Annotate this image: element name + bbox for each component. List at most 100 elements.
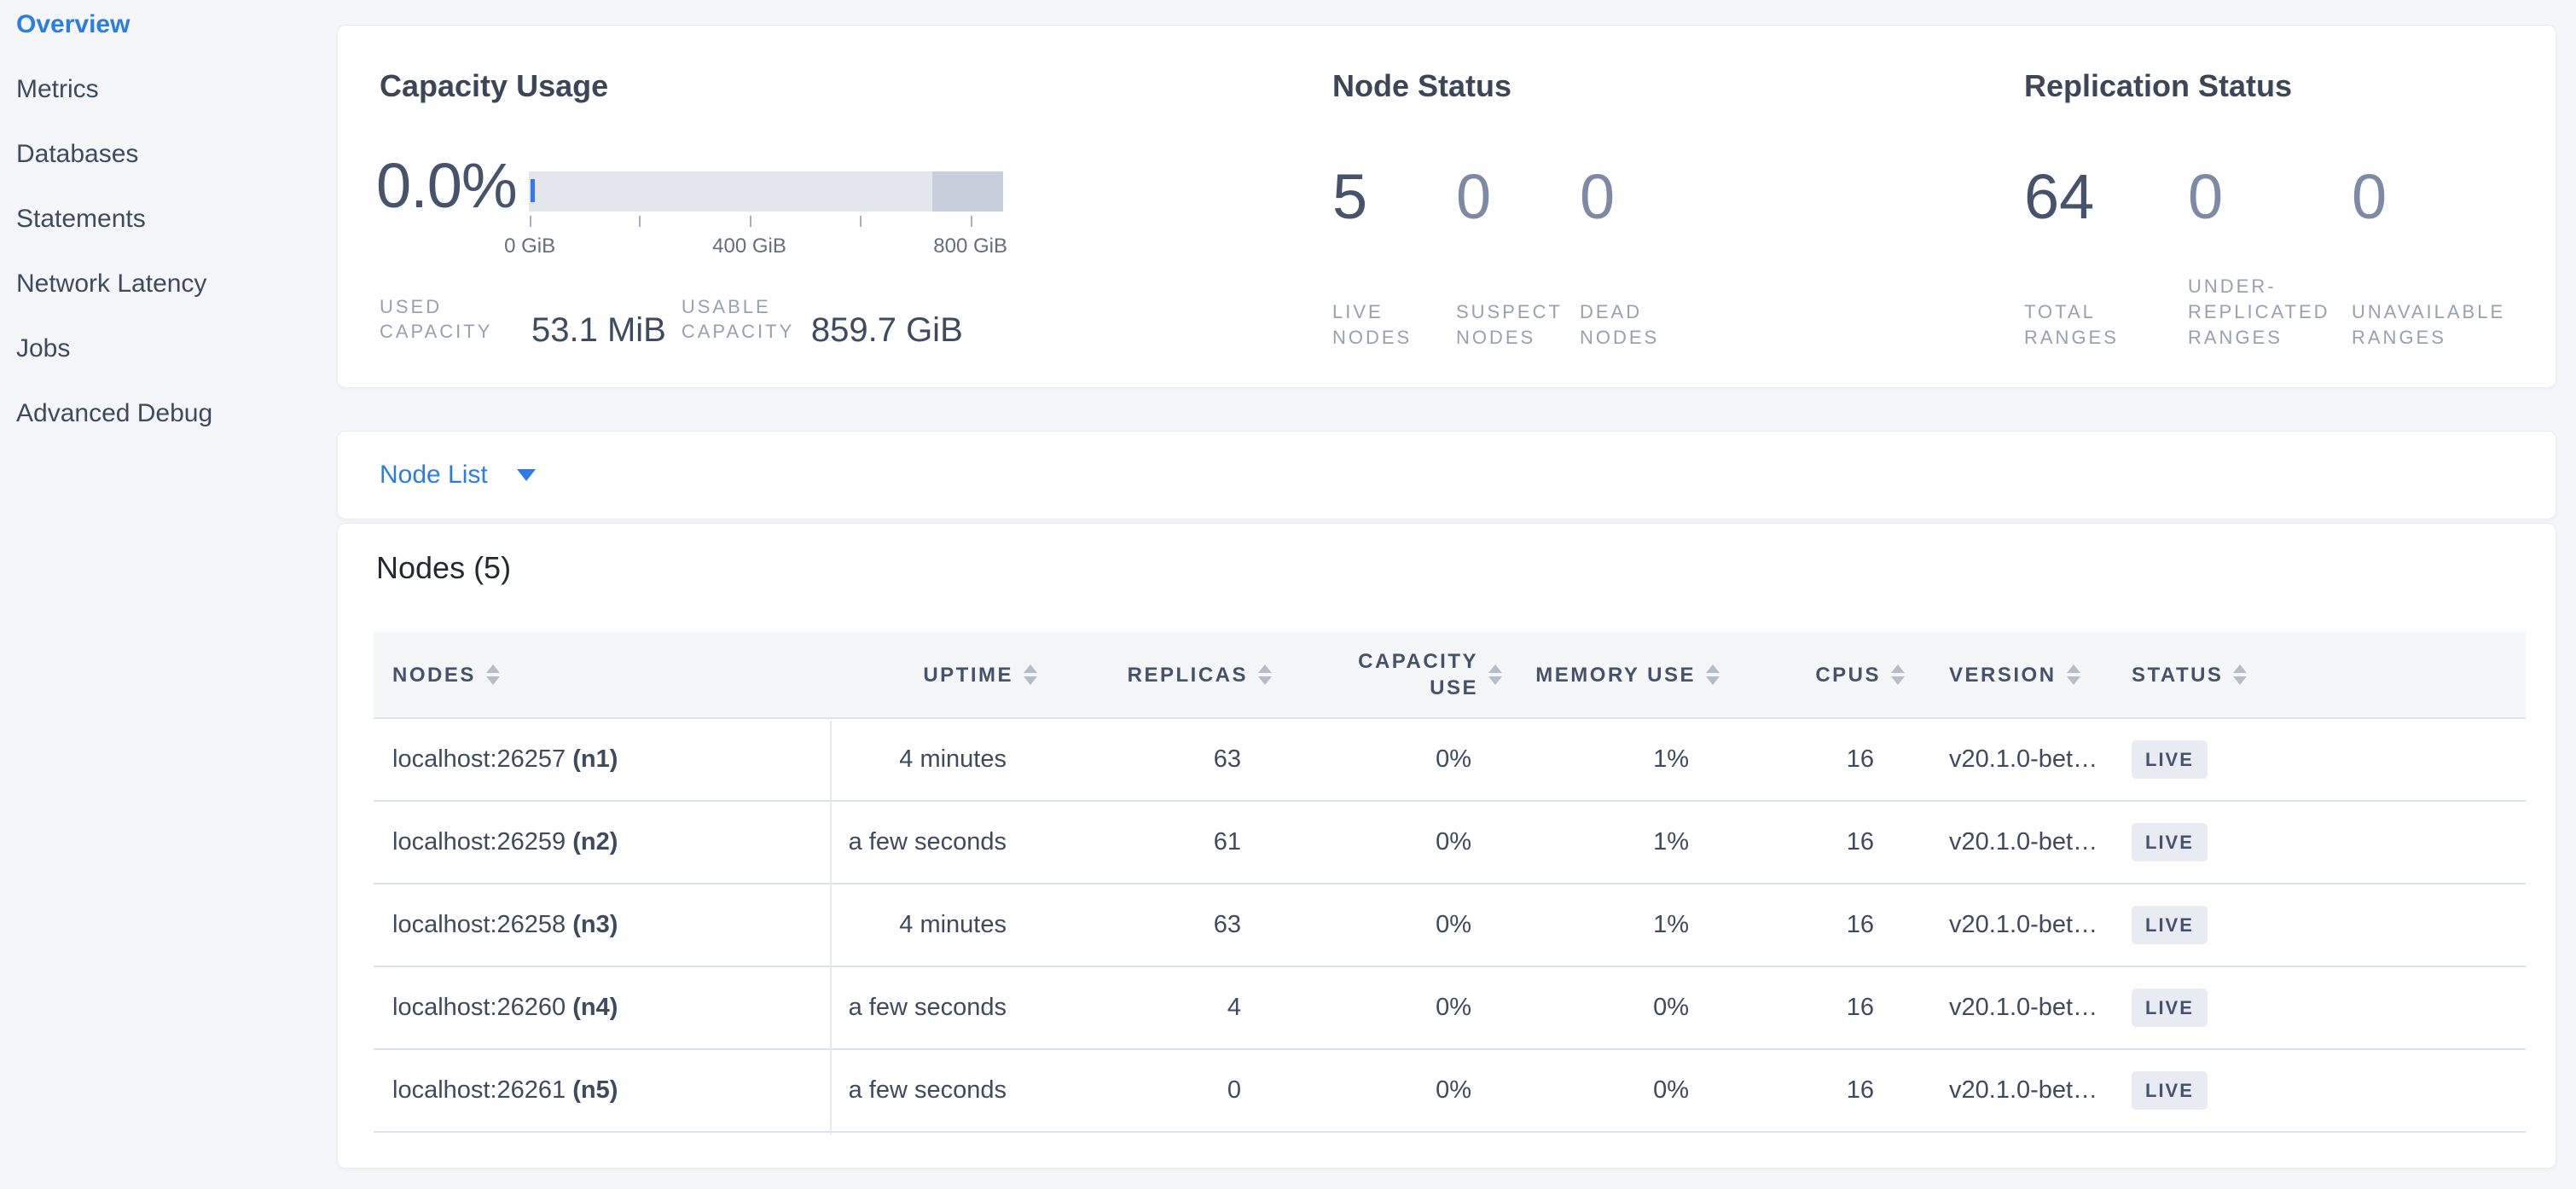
sort-up-arrow-icon — [2066, 664, 2080, 673]
replicas-cell: 0 — [1227, 1076, 1241, 1104]
sort-down-arrow-icon — [485, 676, 500, 685]
sort-down-arrow-icon — [2233, 676, 2248, 685]
column-header-nodes[interactable]: NODES — [374, 632, 830, 717]
cpus-cell: 16 — [1846, 745, 1874, 773]
table-row[interactable]: localhost:26260 (n4) a few seconds 4 0% 0% 16… — [374, 967, 2526, 1050]
version-cell: v20.1.0-bet… — [1949, 745, 2098, 773]
uptime-cell: a few seconds — [848, 828, 1007, 856]
node-address: localhost:26258 — [392, 911, 573, 938]
capacity-use-cell: 0% — [1436, 1076, 1471, 1104]
node-id: (n1) — [572, 745, 618, 773]
sidebar-item-statements[interactable]: Statements — [16, 205, 146, 233]
node-id: (n4) — [572, 994, 618, 1021]
status-cell: LIVE — [2108, 1071, 2526, 1110]
node-status-stat: 0 SUSPECT NODES — [1456, 165, 1580, 351]
capacity-usage-section: Capacity Usage 0.0% 0 GiB 400 GiB 800 GiB … — [376, 67, 1335, 357]
capacity-bar: 0 GiB 400 GiB 800 GiB — [504, 171, 1007, 260]
sidebar-item-jobs[interactable]: Jobs — [16, 334, 71, 362]
sort-up-arrow-icon — [1488, 664, 1502, 673]
status-badge: LIVE — [2132, 740, 2208, 779]
replicas-cell: 61 — [1213, 828, 1241, 856]
capacity-usage-title: Capacity Usage — [380, 68, 609, 103]
sort-icon[interactable] — [1706, 664, 1720, 685]
cpus-cell: 16 — [1846, 994, 1874, 1021]
sidebar-item-databases[interactable]: Databases — [16, 140, 139, 168]
uptime-cell: 4 minutes — [899, 911, 1007, 938]
chevron-down-icon[interactable] — [516, 469, 536, 481]
nodes-table-header: NODES UPTIME REPLICAS CAPACITY USE MEMORY US… — [374, 632, 2526, 719]
replicas-cell: 63 — [1213, 745, 1241, 773]
column-header-uptime[interactable]: UPTIME — [830, 632, 1037, 717]
sidebar-item-metrics[interactable]: Metrics — [16, 75, 99, 103]
uptime-cell: a few seconds — [848, 994, 1007, 1021]
cluster-summary-card: Capacity Usage 0.0% 0 GiB 400 GiB 800 GiB … — [337, 25, 2556, 388]
sort-down-arrow-icon — [1706, 676, 1720, 685]
column-header-version[interactable]: VERSION — [1905, 632, 2108, 717]
capacity-stat: USABLE CAPACITY 859.7 GiB — [682, 294, 963, 349]
sort-icon[interactable] — [1258, 664, 1272, 685]
capacity-use-cell: 0% — [1436, 828, 1471, 856]
node-address-cell: localhost:26259 (n2) — [374, 828, 830, 856]
nodes-table-title: Nodes (5) — [376, 550, 512, 585]
node-address: localhost:26261 — [392, 1076, 573, 1104]
version-cell: v20.1.0-bet… — [1949, 911, 2098, 938]
status-badge: LIVE — [2132, 1071, 2208, 1110]
node-status-section: Node Status 5 LIVE NODES 0 SUSPECT NODES 0 DE… — [1332, 67, 2015, 357]
capacity-use-cell: 0% — [1436, 994, 1471, 1021]
table-row[interactable]: localhost:26257 (n1) 4 minutes 63 0% 1% 16 v20… — [374, 719, 2526, 802]
table-row[interactable]: localhost:26261 (n5) a few seconds 0 0% 0% 16… — [374, 1050, 2526, 1133]
table-row[interactable]: localhost:26259 (n2) a few seconds 61 0% 1% 1… — [374, 802, 2526, 884]
status-cell: LIVE — [2108, 906, 2526, 944]
version-cell: v20.1.0-bet… — [1949, 828, 2098, 856]
status-cell: LIVE — [2108, 823, 2526, 861]
node-status-stat-label: SUSPECT NODES — [1456, 301, 1563, 348]
sidebar-item-advanced-debug[interactable]: Advanced Debug — [16, 399, 213, 427]
status-badge: LIVE — [2132, 906, 2208, 944]
sidebar-item-network-latency[interactable]: Network Latency — [16, 270, 207, 298]
capacity-stat-value: 859.7 GiB — [810, 311, 963, 349]
sort-icon[interactable] — [1024, 664, 1037, 685]
sort-up-arrow-icon — [485, 664, 500, 673]
column-header-cpus[interactable]: CPUS — [1720, 632, 1905, 717]
column-header-label: MEMORY USE — [1535, 663, 1696, 687]
capacity-axis-tick — [530, 216, 532, 227]
capacity-stat-value: 53.1 MiB — [531, 311, 666, 349]
replication-stat-value: 0 — [2188, 161, 2224, 232]
nodes-table-card: Nodes (5) NODES UPTIME REPLICAS CAPACITY US… — [337, 523, 2556, 1169]
nodes-table-body: localhost:26257 (n1) 4 minutes 63 0% 1% 16 v20… — [374, 719, 2526, 1133]
column-header-replicas[interactable]: REPLICAS — [1037, 632, 1272, 717]
memory-use-cell: 1% — [1653, 828, 1689, 856]
capacity-used-percent: 0.0% — [376, 150, 518, 221]
column-header-label: CPUS — [1815, 663, 1881, 687]
sidebar-item-overview[interactable]: Overview — [16, 10, 131, 38]
nodes-table: NODES UPTIME REPLICAS CAPACITY USE MEMORY US… — [374, 632, 2526, 1134]
capacity-stats: USED CAPACITY 53.1 MiB USABLE CAPACITY 859.… — [380, 294, 963, 349]
memory-use-cell: 1% — [1653, 911, 1689, 938]
replicas-cell: 63 — [1213, 911, 1241, 938]
capacity-axis-tick-label: 800 GiB — [933, 235, 1007, 258]
cpus-cell: 16 — [1846, 911, 1874, 938]
node-status-stat-label: DEAD NODES — [1580, 301, 1660, 348]
column-header-capacity-use[interactable]: CAPACITY USE — [1272, 632, 1502, 717]
view-selector-bar: Node List — [337, 431, 2556, 519]
sort-down-arrow-icon — [1891, 676, 1905, 685]
column-header-status[interactable]: STATUS — [2108, 632, 2526, 717]
sort-down-arrow-icon — [1258, 676, 1272, 685]
sort-icon[interactable] — [2066, 664, 2080, 685]
sort-icon[interactable] — [2233, 664, 2248, 685]
column-header-label: UPTIME — [923, 663, 1013, 687]
status-badge: LIVE — [2132, 823, 2208, 861]
table-row[interactable]: localhost:26258 (n3) 4 minutes 63 0% 1% 16 v20… — [374, 884, 2526, 967]
node-address: localhost:26257 — [392, 745, 573, 773]
version-cell: v20.1.0-bet… — [1949, 994, 2098, 1021]
column-header-memory-use[interactable]: MEMORY USE — [1502, 632, 1720, 717]
node-list-dropdown[interactable]: Node List — [380, 461, 488, 489]
sort-icon[interactable] — [1891, 664, 1905, 685]
column-header-label: NODES — [392, 663, 476, 687]
replication-stat-label: TOTAL RANGES — [2024, 301, 2119, 348]
capacity-axis-tick-label: 0 GiB — [504, 235, 556, 258]
sort-icon[interactable] — [485, 664, 500, 685]
sort-icon[interactable] — [1488, 664, 1502, 685]
capacity-axis-tick — [859, 216, 862, 227]
